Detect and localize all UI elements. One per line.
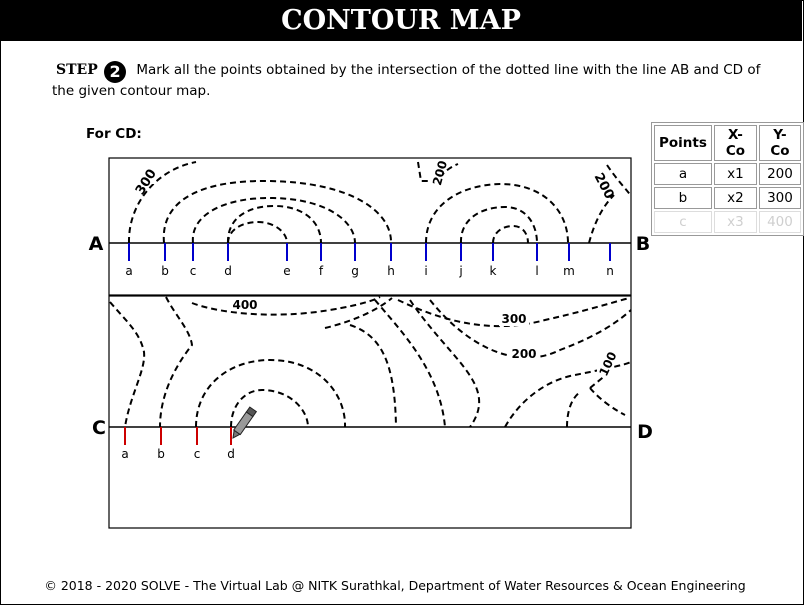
ab-point-label: k	[490, 264, 497, 278]
cell-point: c	[654, 211, 712, 233]
contour-line	[504, 361, 632, 428]
label-c: C	[92, 417, 106, 439]
page-title: CONTOUR MAP	[0, 0, 802, 41]
contour-label-400: 400	[232, 298, 257, 312]
ab-point-label: h	[387, 264, 395, 278]
label-d: D	[637, 421, 653, 443]
cd-point-label: c	[194, 447, 201, 461]
cell-y: 300	[758, 187, 801, 209]
contour-line	[109, 301, 146, 428]
cell-y: 400	[758, 211, 801, 233]
ab-point-label: j	[458, 264, 462, 278]
cell-x: x3	[713, 211, 757, 233]
cell-point: a	[654, 163, 712, 185]
ab-point-label: g	[351, 264, 359, 278]
label-a: A	[89, 233, 104, 255]
ab-point-label: n	[606, 264, 614, 278]
ab-point-label: a	[125, 264, 132, 278]
contour-line	[566, 391, 581, 428]
contour-line	[409, 299, 481, 428]
contour-line	[191, 196, 356, 244]
ab-markers: a b c d e f g h i j k l m n	[125, 243, 614, 278]
header-x-co: X-Co	[713, 125, 757, 161]
contour-line	[324, 297, 393, 329]
ab-point-label: e	[283, 264, 290, 278]
ab-point-label: d	[224, 264, 232, 278]
bottom-map-box	[108, 295, 632, 529]
contour-line	[588, 194, 615, 244]
contour-line	[162, 179, 393, 244]
contour-line	[397, 297, 631, 328]
ab-point-label: m	[563, 264, 575, 278]
cd-point-label: d	[227, 447, 235, 461]
header-points: Points	[654, 125, 712, 161]
cell-x: x1	[713, 163, 757, 185]
contour-line	[429, 299, 632, 359]
contour-line	[425, 182, 569, 244]
contour-label-300: 300	[133, 167, 160, 198]
contour-line	[492, 224, 529, 244]
step-label: STEP	[56, 62, 98, 78]
contour-line	[159, 296, 194, 428]
section-label-for-cd: For CD:	[86, 126, 142, 142]
contour-line	[349, 324, 397, 428]
ab-point-label: f	[319, 264, 324, 278]
contour-line	[127, 161, 197, 244]
contour-label-200: 200	[430, 159, 450, 187]
contour-label-300: 300	[501, 312, 526, 326]
points-table: Points X-Co Y-Co a x1 200 b x2 300 c x3 …	[651, 122, 804, 236]
contour-line	[227, 220, 288, 244]
top-map-box	[108, 157, 632, 296]
ab-point-label: b	[161, 264, 169, 278]
cell-point: b	[654, 187, 712, 209]
pencil-icon[interactable]	[230, 406, 258, 440]
step-instruction: STEP 2 Mark all the points obtained by t…	[56, 60, 786, 83]
cd-point-label: b	[157, 447, 165, 461]
bottom-contours	[109, 296, 632, 428]
cell-x: x2	[713, 187, 757, 209]
header-y-co: Y-Co	[758, 125, 801, 161]
table-row: b x2 300	[654, 187, 801, 209]
table-row: c x3 400	[654, 211, 801, 233]
ab-point-label: i	[424, 264, 427, 278]
table-row: a x1 200	[654, 163, 801, 185]
contour-line	[606, 164, 632, 197]
label-b: B	[636, 233, 650, 255]
points-table-header: Points X-Co Y-Co	[654, 125, 801, 161]
contour-line	[374, 299, 446, 428]
cd-point-label: a	[121, 447, 128, 461]
cell-y: 200	[758, 163, 801, 185]
contour-label-200: 200	[511, 347, 536, 361]
contour-line	[195, 358, 347, 428]
contour-line	[191, 296, 381, 316]
contour-label-100: 100	[596, 350, 619, 379]
ab-point-label: c	[190, 264, 197, 278]
top-contours	[127, 161, 632, 244]
ab-point-label: l	[535, 264, 538, 278]
step-text-line2: the given contour map.	[52, 83, 211, 99]
cd-markers: a b c d	[121, 427, 235, 461]
footer-copyright: © 2018 - 2020 SOLVE - The Virtual Lab @ …	[44, 578, 746, 593]
contour-line	[459, 205, 538, 244]
step-text-line1: Mark all the points obtained by the inte…	[136, 62, 761, 78]
contour-line	[230, 388, 309, 428]
step-number-badge: 2	[104, 61, 127, 83]
